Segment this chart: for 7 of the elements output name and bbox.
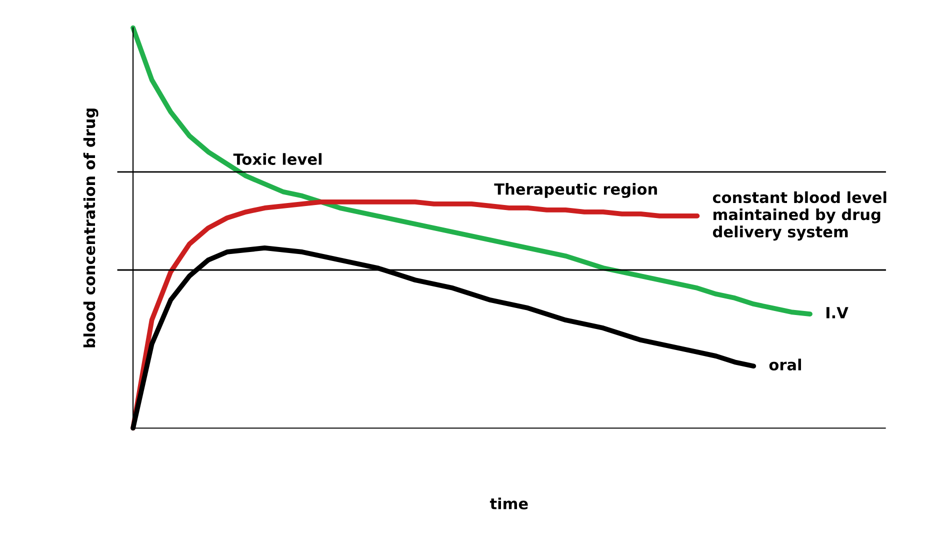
series-label: constant blood level maintained by drug delivery system — [712, 191, 886, 241]
series-label: oral — [769, 358, 801, 371]
annotation: Therapeutic region — [494, 183, 657, 198]
series-label: I.V — [826, 307, 848, 318]
y-axis-title: blood concentration of drug — [83, 108, 98, 348]
x-axis-title: time — [490, 498, 528, 510]
ref-line-label: Toxic level — [233, 153, 322, 165]
